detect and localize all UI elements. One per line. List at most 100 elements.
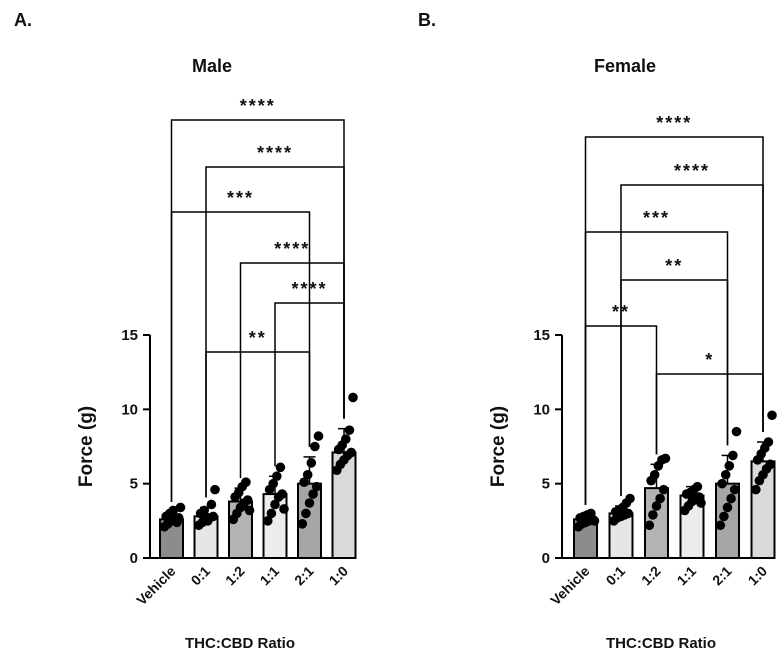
chart1-title: Male [192,56,232,76]
chart1-data-point [206,499,217,510]
panel-b-label: B. [418,10,436,30]
chart2-data-point [625,493,635,504]
chart2-x-tick-label: 2:1 [709,563,735,589]
chart2-data-point [724,461,735,471]
chart2-significance-bracket [620,279,729,496]
chart1-data-point [279,504,289,514]
chart1-data-point [341,434,351,444]
chart1-significance-label: ** [249,328,267,348]
chart2-data-point [649,469,660,480]
chart1-data-point [272,471,282,482]
chart2-data-point [651,501,662,511]
chart2-x-tick-label: Vehicle [547,563,593,609]
chart2-title: Female [594,56,656,76]
chart1-data-point [263,516,273,526]
chart2-significance-label: **** [656,113,692,133]
chart1-data-point [348,392,358,403]
chart2-data-point [728,450,738,461]
chart2-y-label: Force (g) [488,406,509,487]
chart2-data-point [726,493,736,504]
chart2-data-point [720,469,731,480]
chart2-significance-label: *** [643,208,670,228]
chart1-data-point [299,477,309,487]
chart2-significance-label: *** [714,0,741,4]
chart1-data-point [277,489,288,499]
chart2-y-tick-label: 15 [533,327,550,344]
chart1-y-tick-label: 5 [130,476,138,493]
chart2-data-point [658,484,669,495]
chart1-y-label: Force (g) [76,406,97,487]
chart1-data-point [266,508,277,519]
chart1-data-point [344,425,355,435]
chart2-data-point [660,453,671,464]
chart2-data-point [696,498,706,508]
chart1-data-point [172,517,182,528]
chart2-x-tick-label: 1:1 [673,563,699,589]
chart2-data-point [751,484,761,495]
chart2-data-point [729,484,740,495]
chart1-significance-label: **** [257,143,293,163]
chart2-data-point [731,426,742,437]
chart2-significance-bracket [655,373,764,455]
chart1-x-label: THC:CBD Ratio [185,635,295,652]
chart2-data-point [715,520,726,531]
chart1-data-point [242,495,253,505]
chart2-data-point [763,437,774,447]
chart2-data-point [765,459,775,470]
chart1-x-tick-label: 0:1 [187,563,213,589]
chart1-y-tick-label: 10 [121,401,138,418]
chart1-data-point [241,477,251,487]
chart2-y-tick-label: 0 [542,550,550,567]
chart1-data-point [203,516,213,526]
chart1-significance-bracket [274,302,345,467]
chart2-data-point [722,502,733,513]
chart1-significance-bracket [170,211,311,502]
chart1-data-point [268,478,279,489]
chart2-data-point [655,493,665,504]
chart1-data-point [210,484,220,495]
chart1-data-point [275,462,286,473]
chart1-data-point [244,505,255,516]
chart1-significance-label: *** [227,188,254,208]
chart1-significance-label: **** [240,96,276,116]
chart2-x-tick-label: 0:1 [602,563,628,589]
chart2-data-point [767,410,777,421]
chart2-x-tick-label: 1:0 [744,563,770,589]
chart2-y-tick-label: 5 [542,476,550,493]
chart1-data-point [270,499,280,510]
chart1-data-point [297,519,308,529]
chart2-significance-label: * [634,0,643,4]
chart2-significance-label: ** [612,302,630,322]
chart1-y-tick-label: 0 [130,550,138,567]
chart1-data-point [304,498,315,508]
chart1-data-point [306,458,317,468]
chart1-x-tick-label: 1:1 [256,563,282,589]
chart2-data-point [586,508,596,519]
chart1-significance-label: **** [291,279,327,299]
chart2-significance-label: * [705,350,714,370]
chart1-data-point [168,505,179,516]
chart1-x-tick-label: 1:2 [222,563,248,589]
panel-a-label: A. [14,10,32,30]
chart2-data-point [719,511,729,522]
chart1-data-point [308,489,318,499]
chart1-data-point [175,502,186,513]
chart1-data-point [346,447,357,458]
chart2-data-point [648,510,658,520]
chart2-data-point [717,478,727,489]
chart2-significance-label: ** [665,256,683,276]
chart2-significance-label: **** [674,161,710,181]
chart2-x-tick-label: 1:2 [638,563,664,589]
chart1-data-point [310,441,320,452]
chart1-data-point [313,431,324,441]
chart1-x-tick-label: 1:0 [325,563,351,589]
chart1-data-point [301,508,311,519]
chart2-data-point [692,481,703,492]
chart2-x-label: THC:CBD Ratio [606,635,716,652]
chart1-data-point [199,505,209,516]
chart1-significance-bracket [205,351,311,498]
chart2-y-tick-label: 10 [533,401,550,418]
chart1-y-tick-label: 15 [121,327,138,344]
chart1-data-point [311,481,322,492]
